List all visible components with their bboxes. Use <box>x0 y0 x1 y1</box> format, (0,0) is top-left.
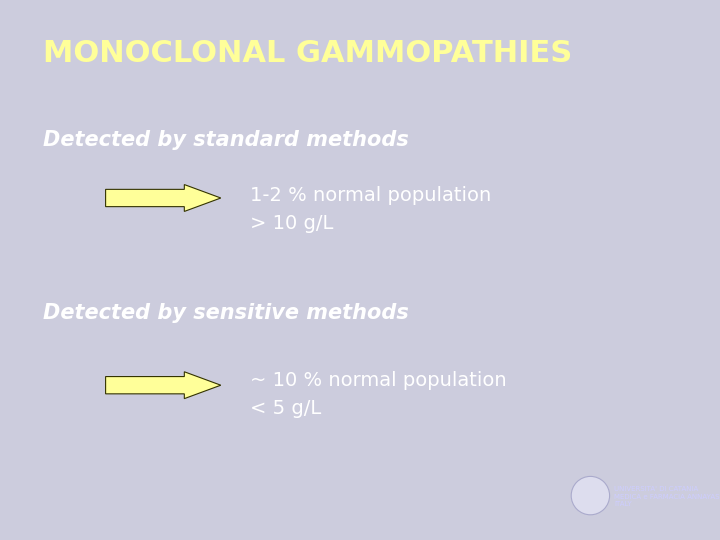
FancyArrow shape <box>106 372 221 399</box>
Circle shape <box>571 476 610 515</box>
Text: Detected by standard methods: Detected by standard methods <box>43 130 409 151</box>
Text: Detected by sensitive methods: Detected by sensitive methods <box>43 303 409 323</box>
Text: UNIVERSITA' DI CATANIA
MEDICA e FARMACIA ANNAYAS
ITALY: UNIVERSITA' DI CATANIA MEDICA e FARMACIA… <box>614 486 720 507</box>
Text: 1-2 % normal population
> 10 g/L: 1-2 % normal population > 10 g/L <box>250 186 491 233</box>
FancyArrow shape <box>106 185 221 212</box>
Text: ~ 10 % normal population
< 5 g/L: ~ 10 % normal population < 5 g/L <box>250 371 506 418</box>
Text: MONOCLONAL GAMMOPATHIES: MONOCLONAL GAMMOPATHIES <box>43 39 572 69</box>
